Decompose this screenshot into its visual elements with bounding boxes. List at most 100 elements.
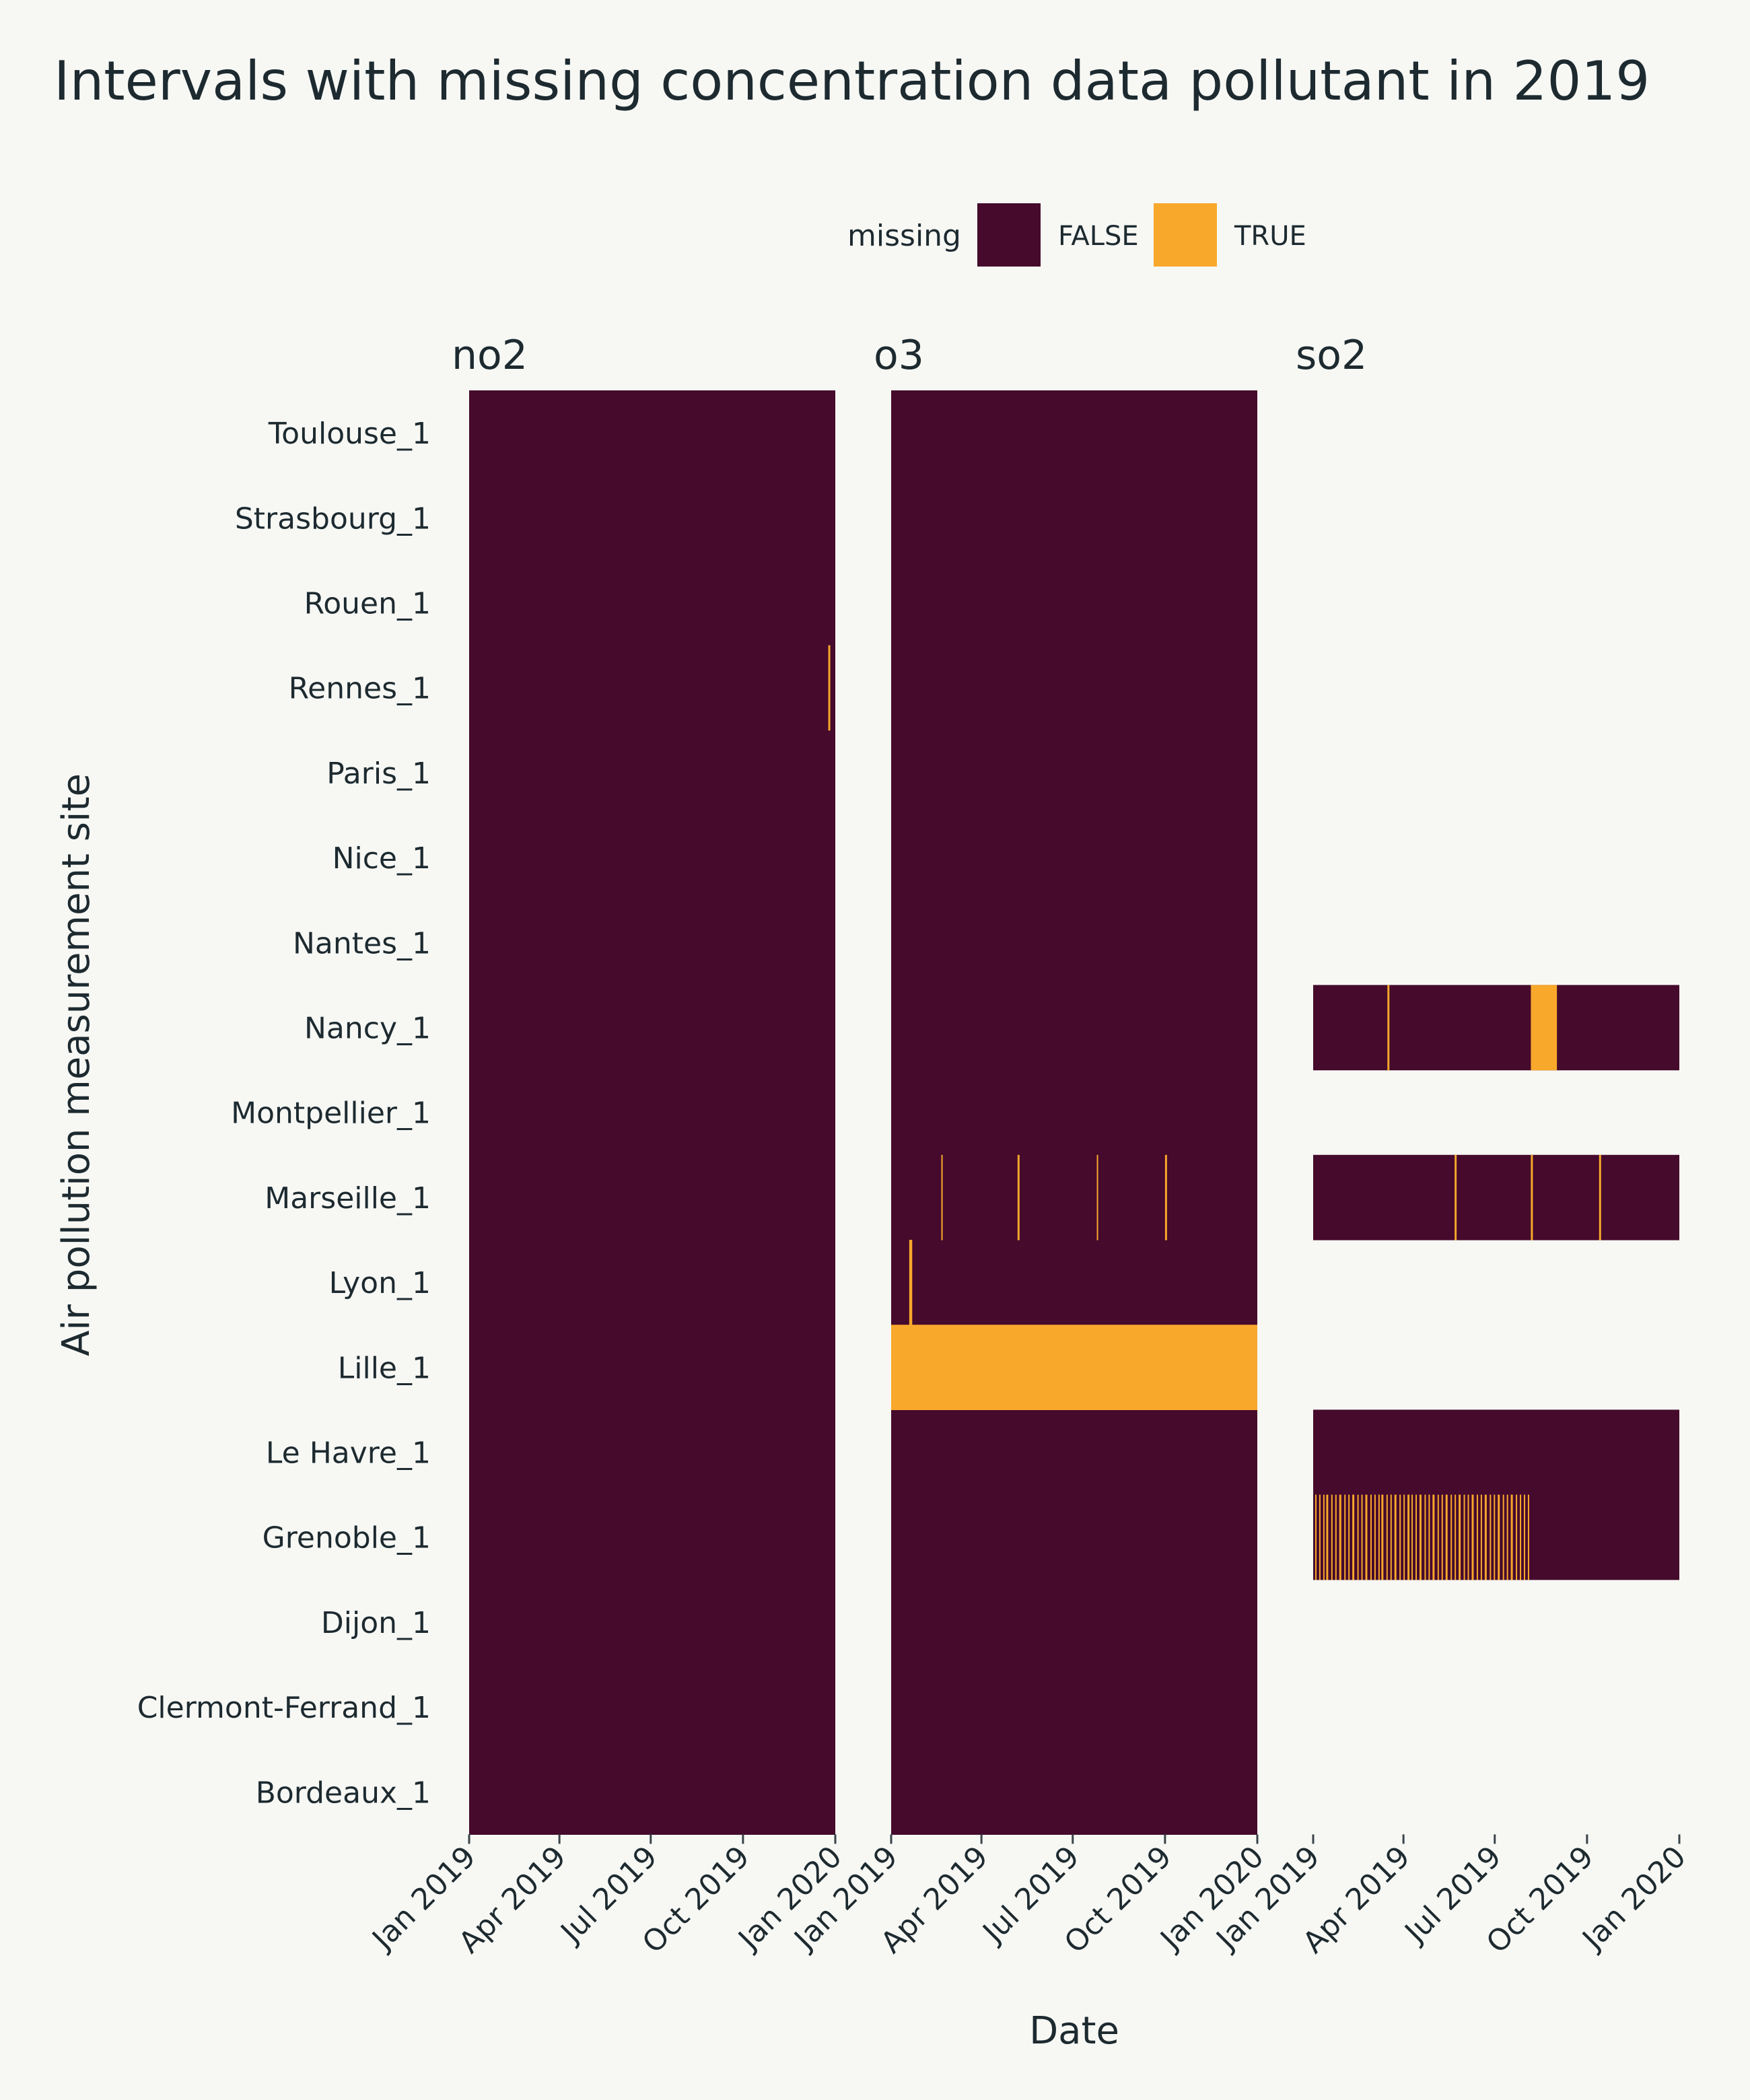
missing-interval-so2-grenoble-1-46 <box>1490 1494 1492 1580</box>
missing-interval-so2-grenoble-1-49 <box>1502 1494 1504 1580</box>
missing-interval-so2-nancy-1-0 <box>1387 985 1390 1071</box>
missing-interval-so2-grenoble-1-9 <box>1331 1494 1333 1580</box>
facet-label-so2: so2 <box>1296 332 1367 379</box>
missing-interval-so2-grenoble-1-12 <box>1344 1494 1346 1580</box>
missing-interval-so2-grenoble-1-34 <box>1437 1494 1439 1580</box>
missing-interval-so2-grenoble-1-37 <box>1450 1494 1452 1580</box>
missing-interval-so2-grenoble-1-52 <box>1516 1494 1518 1580</box>
missing-interval-so2-grenoble-1-40 <box>1463 1494 1465 1580</box>
heat-row-o3-nice-1 <box>891 815 1257 901</box>
y-tick-label-clermont-ferrand-1: Clermont-Ferrand_1 <box>137 1691 431 1725</box>
missing-interval-so2-grenoble-1-11 <box>1339 1494 1341 1580</box>
heat-row-no2-grenoble-1 <box>469 1494 835 1580</box>
heat-row-o3-rennes-1 <box>891 645 1257 731</box>
heat-row-no2-lyon-1 <box>469 1240 835 1325</box>
heat-row-o3-grenoble-1 <box>891 1494 1257 1580</box>
heat-row-no2-montpellier-1 <box>469 1070 835 1156</box>
legend-label-true: TRUE <box>1234 221 1306 252</box>
missing-interval-so2-grenoble-1-50 <box>1506 1494 1508 1580</box>
heat-row-o3-paris-1 <box>891 730 1257 816</box>
heat-row-so2-grenoble-1 <box>1313 1494 1679 1580</box>
missing-interval-so2-grenoble-1-24 <box>1394 1494 1397 1580</box>
heat-row-no2-bordeaux-1 <box>469 1749 835 1835</box>
heat-row-o3-nancy-1 <box>891 985 1257 1071</box>
missing-interval-so2-grenoble-1-53 <box>1520 1494 1522 1580</box>
missing-interval-so2-grenoble-1-28 <box>1411 1494 1413 1580</box>
missing-interval-so2-grenoble-1-21 <box>1381 1494 1384 1580</box>
heat-row-no2-nice-1 <box>469 815 835 901</box>
missing-interval-so2-grenoble-1-35 <box>1441 1494 1443 1580</box>
heat-row-no2-rouen-1 <box>469 560 835 646</box>
missing-interval-so2-grenoble-1-18 <box>1370 1494 1372 1580</box>
missing-interval-so2-grenoble-1-33 <box>1432 1494 1435 1580</box>
missing-interval-o3-marseille-1-0 <box>941 1154 943 1240</box>
missing-interval-o3-lille-1-5 <box>891 1325 1257 1410</box>
heat-row-no2-clermont-ferrand-1 <box>469 1665 835 1750</box>
missing-interval-so2-grenoble-1-32 <box>1428 1494 1430 1580</box>
missing-interval-o3-marseille-1-3 <box>1164 1154 1167 1240</box>
missing-interval-so2-grenoble-1-54 <box>1523 1494 1525 1580</box>
missing-interval-so2-grenoble-1-29 <box>1415 1494 1418 1580</box>
y-tick-label-lille-1: Lille_1 <box>338 1351 431 1385</box>
heat-row-o3-clermont-ferrand-1 <box>891 1665 1257 1750</box>
legend-title: missing <box>847 219 961 253</box>
y-tick-label-dijon-1: Dijon_1 <box>321 1606 431 1640</box>
y-tick-label-lyon-1: Lyon_1 <box>329 1266 431 1300</box>
legend-swatch-true <box>1154 203 1217 267</box>
missing-interval-so2-grenoble-1-38 <box>1455 1494 1457 1580</box>
missing-interval-so2-grenoble-1-23 <box>1390 1494 1392 1580</box>
heat-row-no2-le-havre-1 <box>469 1409 835 1496</box>
missing-interval-so2-grenoble-1-14 <box>1352 1494 1355 1580</box>
missing-interval-o3-lyon-1-4 <box>909 1240 913 1325</box>
missing-interval-no2-rennes-1-0 <box>828 645 831 731</box>
heat-row-o3-le-havre-1 <box>891 1409 1257 1496</box>
heat-row-so2-marseille-1 <box>1313 1154 1679 1240</box>
y-tick-label-le-havre-1: Le Havre_1 <box>266 1436 431 1471</box>
y-tick-label-bordeaux-1: Bordeaux_1 <box>256 1776 431 1810</box>
heat-row-no2-paris-1 <box>469 730 835 816</box>
missing-interval-so2-grenoble-1-26 <box>1403 1494 1405 1580</box>
y-tick-label-nancy-1: Nancy_1 <box>304 1012 431 1046</box>
missing-interval-so2-grenoble-1-7 <box>1323 1494 1325 1580</box>
missing-interval-so2-grenoble-1-19 <box>1374 1494 1376 1580</box>
heat-row-o3-lyon-1 <box>891 1240 1257 1325</box>
facet-label-o3: o3 <box>874 332 924 379</box>
heat-row-no2-dijon-1 <box>469 1579 835 1665</box>
heat-row-so2-le-havre-1 <box>1313 1409 1679 1496</box>
missing-interval-so2-grenoble-1-39 <box>1459 1494 1461 1580</box>
missing-interval-so2-grenoble-1-10 <box>1335 1494 1337 1580</box>
y-tick-label-nantes-1: Nantes_1 <box>293 926 431 960</box>
missing-interval-so2-grenoble-1-15 <box>1357 1494 1359 1580</box>
missing-interval-so2-grenoble-1-13 <box>1348 1494 1350 1580</box>
y-axis-title: Air pollution measurement site <box>55 773 98 1356</box>
heat-row-no2-rennes-1 <box>469 645 835 731</box>
missing-interval-so2-grenoble-1-20 <box>1378 1494 1380 1580</box>
missing-interval-so2-grenoble-1-16 <box>1361 1494 1363 1580</box>
legend-swatch-false <box>977 203 1041 267</box>
heat-row-o3-nantes-1 <box>891 900 1257 985</box>
missing-interval-so2-nancy-1-1 <box>1531 985 1558 1071</box>
missing-interval-so2-grenoble-1-8 <box>1326 1494 1329 1580</box>
y-tick-label-rouen-1: Rouen_1 <box>304 587 431 621</box>
heat-row-no2-nantes-1 <box>469 900 835 985</box>
heat-row-so2-nancy-1 <box>1313 985 1679 1071</box>
y-tick-label-strasbourg-1: Strasbourg_1 <box>235 501 431 536</box>
heat-row-o3-dijon-1 <box>891 1579 1257 1665</box>
heat-row-no2-strasbourg-1 <box>469 475 835 561</box>
missing-interval-so2-grenoble-1-51 <box>1510 1494 1513 1580</box>
heat-row-o3-bordeaux-1 <box>891 1749 1257 1835</box>
y-tick-label-nice-1: Nice_1 <box>332 841 431 876</box>
missing-interval-so2-grenoble-1-47 <box>1494 1494 1496 1580</box>
missing-interval-so2-grenoble-1-42 <box>1471 1494 1474 1580</box>
missing-interval-o3-marseille-1-2 <box>1096 1154 1098 1240</box>
missing-interval-so2-grenoble-1-45 <box>1484 1494 1487 1580</box>
missing-interval-so2-grenoble-1-36 <box>1445 1494 1448 1580</box>
missing-interval-so2-grenoble-1-22 <box>1386 1494 1388 1580</box>
y-tick-label-paris-1: Paris_1 <box>326 757 431 791</box>
y-tick-label-marseille-1: Marseille_1 <box>265 1181 431 1216</box>
